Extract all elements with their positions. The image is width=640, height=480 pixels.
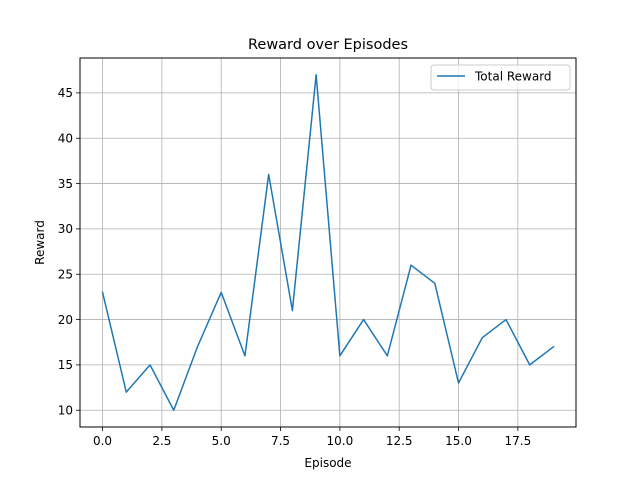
legend-box: [430, 64, 571, 91]
x-tick-label: 7.5: [271, 434, 290, 448]
x-tick-label: 5.0: [212, 434, 231, 448]
y-tick-label: 45: [58, 86, 73, 100]
y-tick-label: 15: [58, 358, 73, 372]
y-tick-label: 20: [58, 313, 73, 327]
x-tick-label: 10.0: [327, 434, 354, 448]
y-tick-label: 25: [58, 268, 73, 282]
x-tick-label: 0.0: [93, 434, 112, 448]
x-axis-label: Episode: [304, 456, 351, 470]
legend-label: Total Reward: [474, 70, 552, 84]
y-axis-label: Reward: [33, 220, 47, 265]
series-layer: [101, 74, 555, 411]
series-line-total-reward: [101, 74, 555, 411]
chart-title: Reward over Episodes: [248, 37, 408, 53]
grid: [80, 58, 576, 427]
y-axis: 10 15 20 25 30 35 40 45: [58, 86, 80, 418]
y-tick-label: 35: [58, 177, 73, 191]
legend: Total Reward: [430, 64, 571, 91]
y-tick-label: 40: [58, 132, 73, 146]
plot-frame: [79, 57, 577, 428]
y-tick-label: 10: [58, 404, 73, 418]
x-tick-label: 17.5: [504, 434, 531, 448]
x-tick-label: 2.5: [152, 434, 171, 448]
x-tick-label: 15.0: [445, 434, 472, 448]
x-tick-label: 12.5: [386, 434, 413, 448]
x-axis: 0.0 2.5 5.0 7.5 10.0 12.5 15.0 17.5: [93, 427, 531, 448]
y-tick-label: 30: [58, 222, 73, 236]
